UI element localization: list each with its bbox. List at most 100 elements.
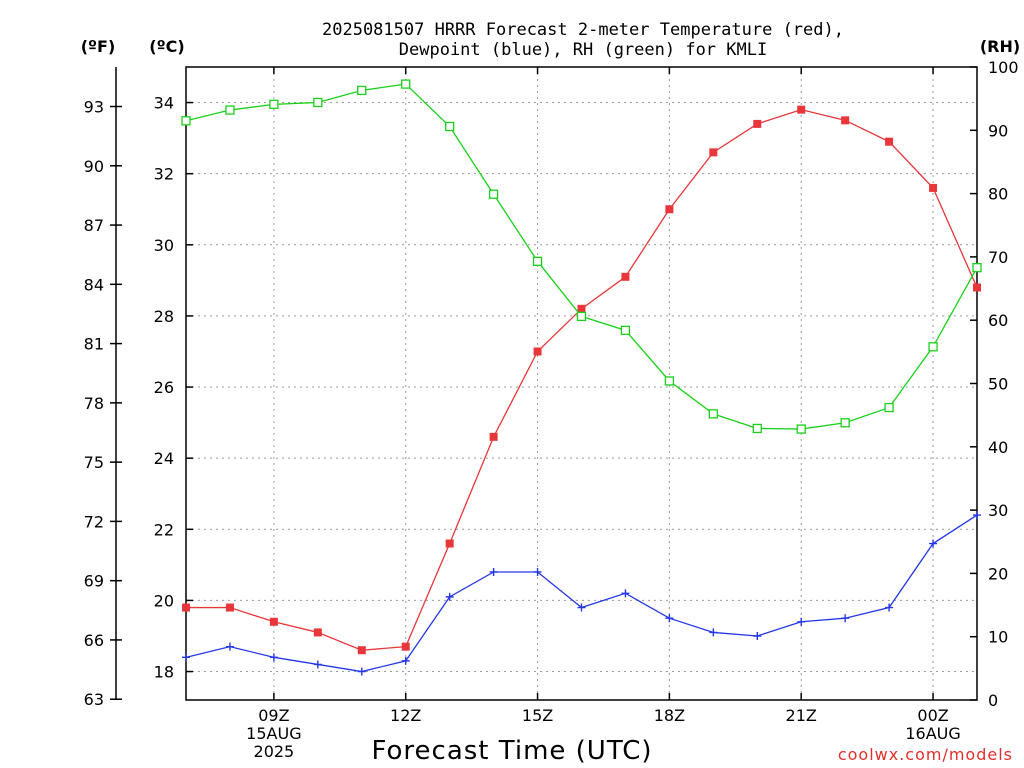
celsius-tick-label: 22 (154, 520, 174, 539)
x-tick-label: 12Z (390, 706, 421, 725)
2-meter-temperature-point (269, 617, 278, 626)
dewpoint-point (577, 603, 586, 612)
rh-tick-label: 60 (988, 311, 1008, 330)
2-meter-temperature-point (182, 603, 190, 612)
rh-point (620, 325, 631, 335)
x-axis-label: Forecast Time (UTC) (371, 736, 652, 766)
rh-tick-label: 20 (988, 564, 1008, 583)
celsius-tick-label: 32 (154, 165, 174, 184)
dewpoint-point (621, 589, 630, 598)
rh-tick-label: 30 (988, 501, 1008, 520)
2-meter-temperature-point (973, 283, 981, 292)
2-meter-temperature-point (357, 646, 366, 655)
x-tick-label: 2025 (254, 742, 295, 761)
dewpoint-point (709, 628, 718, 637)
data-series (181, 79, 982, 676)
x-tick-label: 15AUG (246, 724, 301, 743)
dewpoint-point (313, 660, 322, 669)
rh-tick-label: 90 (988, 121, 1008, 140)
rh-tick-label: 80 (988, 185, 1008, 204)
unit-label-celsius: (ºC) (149, 37, 184, 56)
2-meter-temperature-point (753, 119, 762, 128)
2-meter-temperature-point (621, 272, 630, 281)
rh-point (664, 376, 675, 386)
dewpoint-point (489, 567, 498, 576)
fahrenheit-tick-label: 75 (84, 453, 104, 472)
rh-point (576, 311, 587, 322)
celsius-tick-label: 18 (154, 663, 174, 682)
fahrenheit-tick-label: 81 (84, 335, 104, 354)
dewpoint-point (929, 539, 938, 548)
unit-label-rh: (RH) (980, 37, 1020, 56)
fahrenheit-tick-label: 78 (84, 394, 104, 413)
dewpoint-point (182, 653, 190, 662)
rh-point (796, 424, 806, 434)
celsius-tick-label: 24 (154, 449, 174, 468)
dewpoint-point (401, 656, 410, 665)
dewpoint-point (445, 592, 454, 601)
rh-point (972, 263, 982, 273)
rh-point (840, 418, 850, 428)
celsius-tick-label: 26 (154, 378, 174, 397)
rh-point (532, 256, 543, 266)
dewpoint-point (753, 631, 762, 640)
rh-point (181, 116, 191, 126)
rh-point (269, 99, 279, 109)
dewpoint-point (533, 567, 542, 576)
axes (110, 66, 978, 701)
unit-label-fahrenheit: (ºF) (81, 37, 116, 56)
celsius-tick-label: 20 (154, 591, 174, 610)
fahrenheit-tick-label: 90 (84, 157, 104, 176)
fahrenheit-tick-label: 87 (84, 216, 104, 235)
rh-tick-label: 70 (988, 248, 1008, 267)
dewpoint-point (665, 614, 674, 623)
2-meter-temperature-point (401, 642, 410, 651)
rh-point (225, 105, 235, 115)
fahrenheit-tick-label: 72 (84, 512, 104, 531)
dewpoint-point (841, 614, 850, 623)
x-tick-label: 16AUG (905, 724, 960, 743)
dewpoint-point (225, 642, 234, 651)
2-meter-temperature-point (885, 137, 894, 146)
dewpoint-line (185, 514, 978, 673)
rh-tick-label: 10 (988, 628, 1008, 647)
2-meter-temperature-line (186, 108, 978, 651)
chart-title-line1: 2025081507 HRRR Forecast 2-meter Tempera… (322, 20, 844, 40)
x-tick-label: 18Z (654, 706, 685, 725)
rh-tick-label: 0 (988, 691, 998, 710)
rh-point (445, 121, 455, 132)
rh-point (488, 189, 499, 199)
2-meter-temperature-point (797, 105, 806, 114)
dewpoint-point (797, 617, 806, 626)
credit-text: coolwx.com/models (838, 745, 1013, 764)
rh-tick-label: 100 (988, 58, 1019, 77)
rh-point (708, 409, 718, 419)
2-meter-temperature-point (533, 347, 542, 356)
rh-point (884, 402, 894, 413)
fahrenheit-tick-label: 66 (84, 631, 104, 650)
fahrenheit-tick-label: 63 (84, 690, 104, 709)
rh-point (928, 342, 938, 352)
2-meter-temperature-point (445, 539, 454, 548)
x-tick-label: 15Z (522, 706, 553, 725)
rh-point (357, 85, 367, 96)
celsius-tick-label: 34 (154, 94, 174, 113)
x-tick-label: 09Z (258, 706, 289, 725)
fahrenheit-tick-label: 69 (84, 572, 104, 591)
celsius-tick-label: 30 (154, 236, 174, 255)
dewpoint-point (973, 511, 981, 520)
fahrenheit-tick-label: 93 (84, 98, 104, 117)
dewpoint-point (885, 603, 894, 612)
chart-title-line2: Dewpoint (blue), RH (green) for KMLI (399, 40, 767, 60)
rh-point (752, 423, 762, 434)
x-tick-label: 00Z (917, 706, 948, 725)
2-meter-temperature-point (841, 116, 850, 125)
2-meter-temperature-point (577, 304, 586, 313)
rh-tick-label: 40 (988, 438, 1008, 457)
celsius-tick-label: 28 (154, 307, 174, 326)
rh-tick-label: 50 (988, 375, 1008, 394)
2-meter-temperature-point (313, 628, 322, 637)
2-meter-temperature-point (489, 432, 498, 441)
